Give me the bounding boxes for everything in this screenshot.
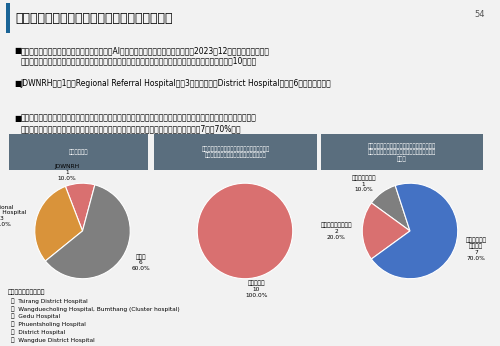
Text: 新生児蘇生トレーニングの後、研修生に対する
継続的なフォローアップが必要だと思うか: 新生児蘇生トレーニングの後、研修生に対する 継続的なフォローアップが必要だと思う… [202,146,270,158]
Text: 回答者の属性: 回答者の属性 [69,149,88,155]
Text: ブータン王国における新生児蘇生法教育支援AIシステムのニーズを把握するため、2023年12月下旬にブータン王
国の新生児基礎／上級救命講習の主催者／講師対象とし: ブータン王国における新生児蘇生法教育支援AIシステムのニーズを把握するため、20… [20,46,270,65]
Bar [6,3,10,34]
Text: Regional
Referral Hospital
3
30.0%: Regional Referral Hospital 3 30.0% [0,205,26,227]
Text: 十分に行われ
ていない
7
70.0%: 十分に行われ ていない 7 70.0% [466,237,486,261]
Bar [320,134,483,170]
Text: アンケート調査：研修主催者／講師（１／４）: アンケート調査：研修主催者／講師（１／４） [15,12,172,25]
Text: 十分に行われている
2
20.0%: 十分に行われている 2 20.0% [320,222,352,239]
Text: ■: ■ [14,114,21,123]
Wedge shape [46,185,130,279]
Text: どちらでもない
1
10.0%: どちらでもない 1 10.0% [352,175,376,192]
Text: ■: ■ [14,46,21,55]
Text: ・  Wangduecholing Hospital, Bumthang (Cluster hospital): ・ Wangduecholing Hospital, Bumthang (Clu… [11,306,180,311]
Bar [154,134,317,170]
Text: ・  Phuentsholing Hospital: ・ Phuentsholing Hospital [11,322,86,327]
Text: その他
6
60.0%: その他 6 60.0% [132,254,150,271]
Text: ■: ■ [14,79,21,88]
Text: 新生児蘇生トレーニングの後の研修生に対する継続的なフォローアップについては、全員が「必要である」と回答
する一方、現在はフォローアップが「十分に行われていない」: 新生児蘇生トレーニングの後の研修生に対する継続的なフォローアップについては、全員… [20,114,256,133]
Text: 「その他」の回答内容: 「その他」の回答内容 [8,289,45,294]
Text: ・  Tsirang District Hospital: ・ Tsirang District Hospital [11,298,88,304]
Text: ・  District Hospital: ・ District Hospital [11,330,66,335]
Text: ・  Wangdue District Hospital: ・ Wangdue District Hospital [11,338,95,343]
Wedge shape [372,185,410,231]
Text: ・  Gedu Hospital: ・ Gedu Hospital [11,314,60,319]
Text: JDWNRHから1人、Regional Referral Hospitalから3人、その他のDistrict Hospital等から6名が回答した。: JDWNRHから1人、Regional Referral Hospitalから3… [20,79,332,88]
Bar [10,134,148,170]
Wedge shape [35,186,82,261]
Text: 現在、新生児蘇生トレーニング後の研修生の継
続的なフォローアップが十分に行われていると
思うか: 現在、新生児蘇生トレーニング後の研修生の継 続的なフォローアップが十分に行われて… [368,143,436,162]
Wedge shape [198,183,292,279]
Wedge shape [66,183,95,231]
Text: 必要である
10
100.0%: 必要である 10 100.0% [245,281,268,298]
Text: 54: 54 [474,10,485,19]
Text: JDWNRH
1
10.0%: JDWNRH 1 10.0% [54,164,80,181]
Wedge shape [372,183,458,279]
Wedge shape [362,203,410,259]
